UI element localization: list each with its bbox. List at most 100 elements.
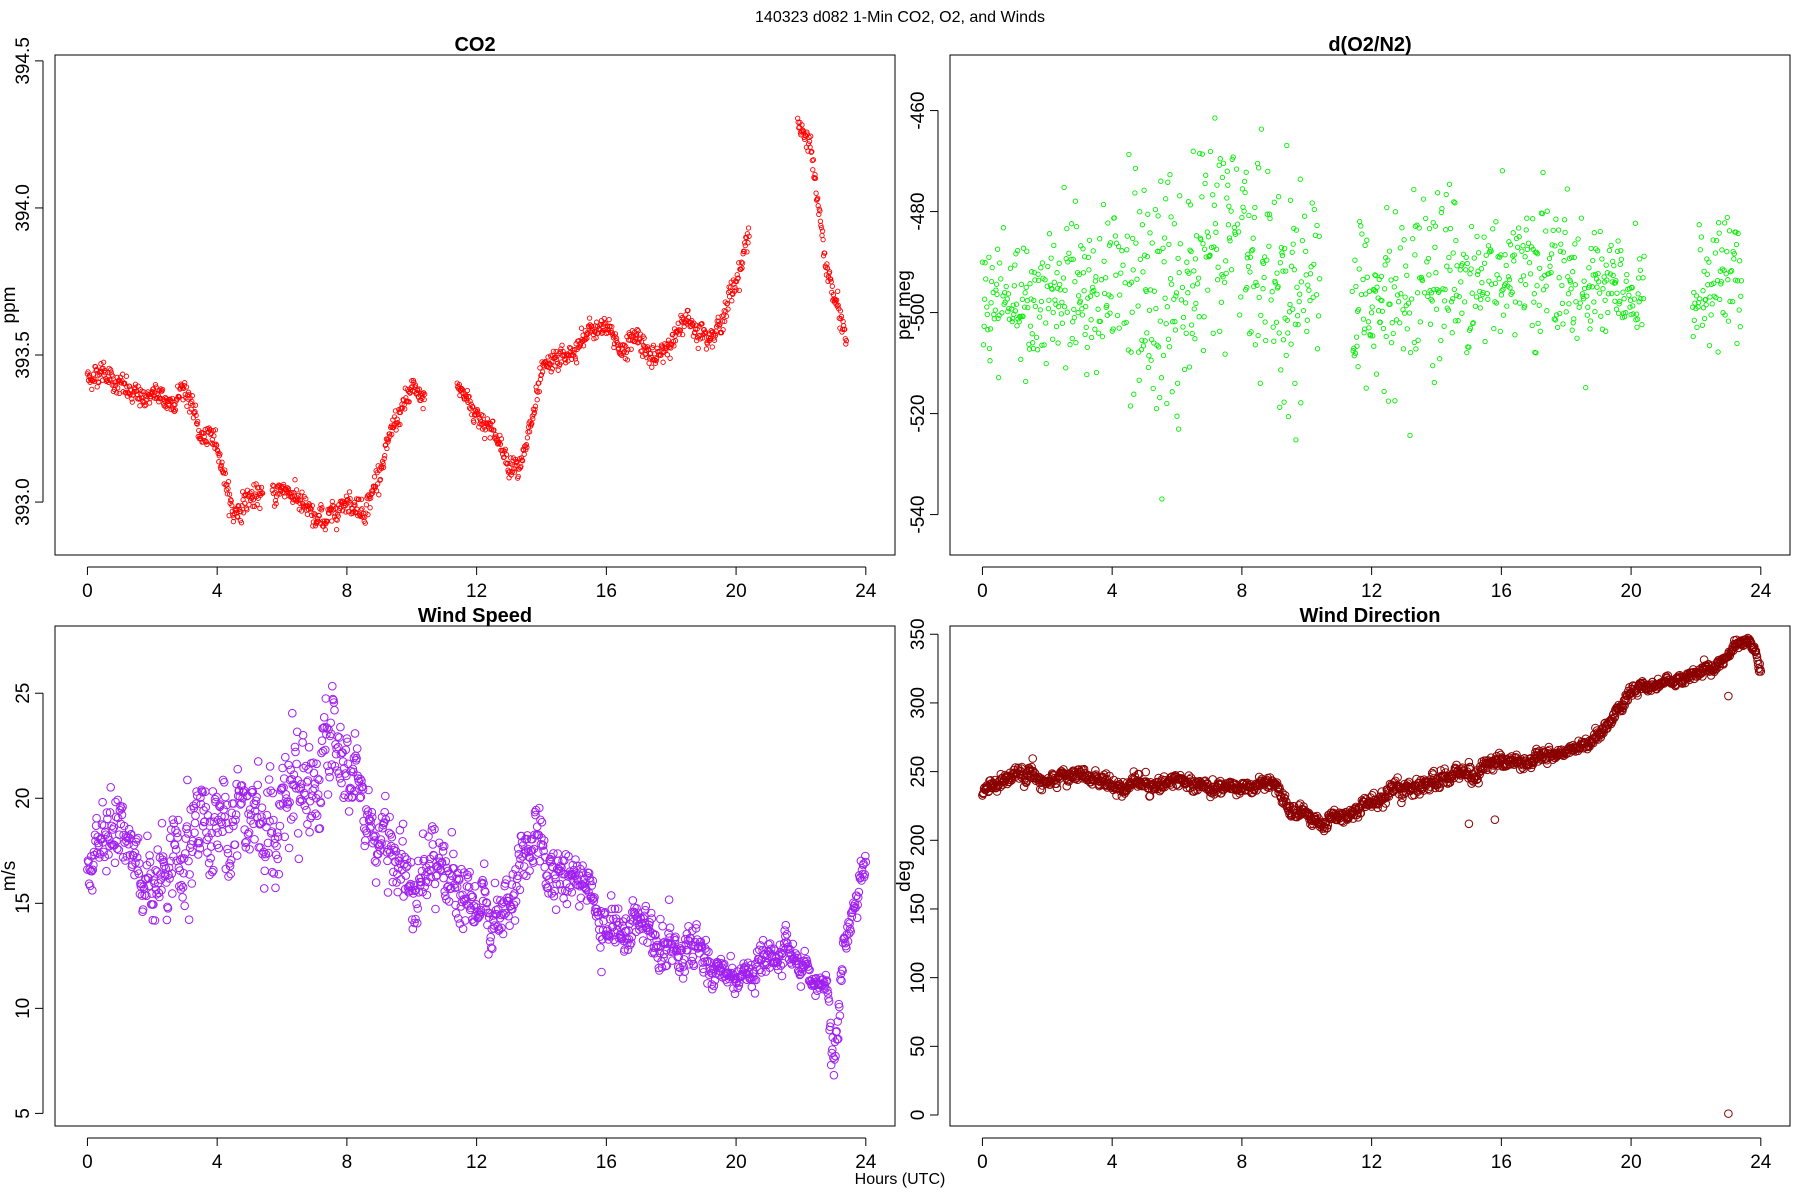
data-point xyxy=(577,342,584,348)
data-point xyxy=(463,394,470,400)
data-point xyxy=(420,390,427,396)
data-point xyxy=(1024,248,1030,254)
data-point xyxy=(1068,256,1074,263)
data-point xyxy=(1530,216,1536,222)
data-point xyxy=(352,502,358,508)
data-point xyxy=(1205,234,1212,240)
data-point xyxy=(259,490,266,496)
data-point xyxy=(1401,237,1407,243)
data-point xyxy=(1224,168,1230,174)
data-point xyxy=(1194,281,1201,287)
data-point xyxy=(808,133,814,139)
data-point xyxy=(497,441,504,447)
data-point xyxy=(1371,287,1377,293)
data-point xyxy=(1039,342,1045,348)
data-point xyxy=(315,515,321,522)
data-point xyxy=(369,490,375,496)
data-point xyxy=(1145,364,1152,371)
data-point xyxy=(1051,242,1057,249)
data-point xyxy=(1195,275,1202,281)
y-tick-label: 394.5 xyxy=(13,37,34,85)
data-point xyxy=(1175,255,1181,262)
data-point xyxy=(1062,287,1068,293)
data-point xyxy=(1054,270,1060,276)
data-point xyxy=(1385,398,1392,404)
data-point xyxy=(1386,248,1393,254)
data-point xyxy=(355,512,361,519)
y-axis-label: m/s xyxy=(0,861,20,892)
data-point xyxy=(1301,213,1308,219)
data-point xyxy=(603,320,609,326)
data-point xyxy=(195,418,201,425)
data-point xyxy=(1207,148,1214,155)
data-point xyxy=(1389,320,1395,326)
data-point xyxy=(1514,244,1521,250)
data-point xyxy=(1130,267,1136,273)
data-point xyxy=(1063,365,1069,371)
data-point xyxy=(1455,318,1461,324)
data-point xyxy=(347,495,353,502)
data-point xyxy=(1471,255,1477,261)
data-point xyxy=(1185,290,1191,296)
data-point xyxy=(1485,296,1491,302)
data-point xyxy=(1014,323,1020,329)
data-point xyxy=(995,374,1002,381)
data-point xyxy=(1433,270,1439,276)
data-point xyxy=(1211,202,1217,208)
data-point xyxy=(819,228,826,234)
data-point xyxy=(222,467,228,473)
data-point xyxy=(1475,268,1481,274)
data-point xyxy=(1051,279,1057,285)
x-tick-label: 24 xyxy=(855,1152,877,1173)
data-point xyxy=(815,203,821,209)
data-point xyxy=(572,354,578,360)
data-point xyxy=(1116,325,1122,331)
data-point xyxy=(1253,279,1259,286)
x-tick-label: 20 xyxy=(726,581,747,602)
data-point xyxy=(1157,394,1163,401)
data-point xyxy=(1393,317,1400,323)
data-point xyxy=(548,369,554,375)
data-point xyxy=(1475,250,1482,256)
data-point xyxy=(1405,300,1412,306)
data-point xyxy=(1510,230,1516,236)
data-point xyxy=(1516,234,1522,240)
data-point xyxy=(625,347,631,353)
data-point xyxy=(807,144,813,150)
data-point xyxy=(343,509,349,515)
data-point xyxy=(1113,272,1119,278)
x-tick-label: 12 xyxy=(466,1152,487,1173)
data-point xyxy=(1178,297,1185,303)
data-point xyxy=(1055,303,1062,310)
data-point xyxy=(1086,267,1092,273)
data-point xyxy=(1263,337,1269,344)
data-point xyxy=(1395,299,1402,305)
data-point xyxy=(1222,351,1228,357)
y-tick-label: 25 xyxy=(13,683,34,704)
data-point xyxy=(983,276,989,282)
panel-o2n2: d(O2/N2)0 4 8 12 16 20 24-460-480-500-520-540p… xyxy=(894,34,1791,602)
x-tick-label: 8 xyxy=(342,1152,353,1173)
data-point xyxy=(1217,156,1223,162)
data-point xyxy=(1181,366,1188,373)
data-point xyxy=(1136,377,1142,383)
data-point xyxy=(1313,292,1320,298)
data-point xyxy=(1315,313,1322,319)
data-point xyxy=(1170,319,1176,325)
data-point xyxy=(1000,225,1007,231)
data-point xyxy=(1518,277,1524,284)
data-point xyxy=(1482,338,1488,345)
data-point xyxy=(1081,254,1088,260)
data-point xyxy=(1377,319,1383,325)
data-point xyxy=(1123,319,1129,326)
data-point xyxy=(1168,214,1174,220)
data-point xyxy=(980,342,987,348)
data-point xyxy=(1477,305,1483,311)
data-point xyxy=(1281,399,1287,405)
data-point xyxy=(1452,200,1458,206)
data-point xyxy=(524,444,530,451)
data-point xyxy=(805,148,811,154)
data-point xyxy=(843,338,850,344)
data-point xyxy=(107,377,113,384)
